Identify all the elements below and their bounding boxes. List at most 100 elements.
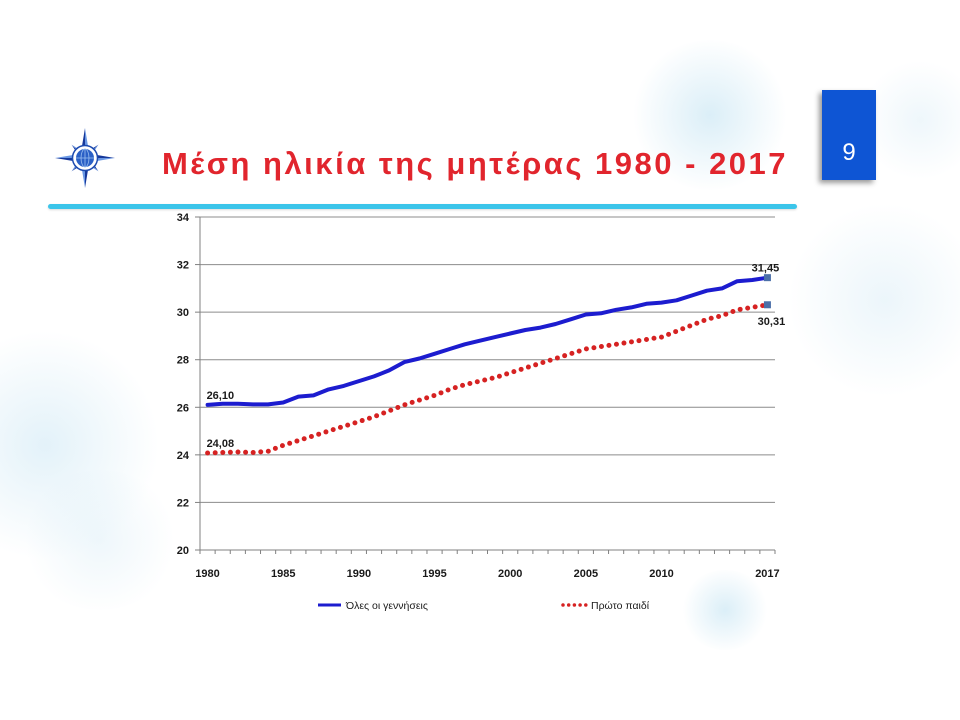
data-point <box>341 383 346 388</box>
data-label: 26,10 <box>207 390 235 402</box>
gridlines <box>200 216 775 503</box>
y-tick-label: 20 <box>177 545 189 557</box>
data-point <box>356 419 361 424</box>
data-point <box>750 278 755 283</box>
series-line <box>205 302 770 456</box>
data-point <box>644 301 649 306</box>
data-point <box>689 323 694 328</box>
data-point <box>220 401 225 406</box>
y-tick-label: 34 <box>177 212 190 224</box>
data-point <box>281 443 286 448</box>
data-point <box>523 366 528 371</box>
data-point <box>250 402 255 407</box>
data-point <box>553 356 558 361</box>
slide-title: Μέση ηλικία της μητέρας 1980 - 2017 <box>161 146 789 181</box>
data-point <box>266 402 271 407</box>
data-point <box>296 438 301 443</box>
series-line <box>205 275 770 407</box>
data-point <box>583 312 588 317</box>
data-labels: 26,10 24,08 31,45 30,31 <box>207 263 786 450</box>
data-point <box>493 335 498 340</box>
data-point <box>387 408 392 413</box>
data-point <box>553 322 558 327</box>
y-tick-label: 30 <box>177 307 189 319</box>
y-tick-label: 32 <box>177 260 189 272</box>
data-point <box>735 307 740 312</box>
data-point <box>235 450 240 455</box>
data-point <box>402 402 407 407</box>
data-point <box>568 351 573 356</box>
data-point <box>659 335 664 340</box>
legend: Όλες οι γεννήσεις Πρώτο παιδί <box>318 600 650 612</box>
data-point <box>387 368 392 373</box>
x-axis-labels: 1980 1985 1990 1995 2000 2005 2010 2017 <box>195 550 780 580</box>
title-divider <box>48 204 797 209</box>
data-point <box>735 279 740 284</box>
legend-item: Όλες οι γεννήσεις <box>318 600 428 612</box>
x-tick-label: 1980 <box>195 568 219 580</box>
data-point <box>629 339 634 344</box>
x-tick-label: 2000 <box>498 568 522 580</box>
data-point <box>447 387 452 392</box>
data-point <box>205 450 210 455</box>
data-point <box>659 300 664 305</box>
data-point <box>538 361 543 366</box>
end-marker <box>763 274 771 282</box>
data-point <box>417 356 422 361</box>
data-point <box>493 375 498 380</box>
data-point <box>250 450 255 455</box>
series-1 <box>205 274 771 407</box>
data-point <box>220 450 225 455</box>
data-point <box>432 393 437 398</box>
data-point <box>598 344 603 349</box>
data-point <box>311 433 316 438</box>
data-point <box>417 398 422 403</box>
data-point <box>568 317 573 322</box>
data-point <box>356 379 361 384</box>
data-point <box>432 351 437 356</box>
data-point <box>372 414 377 419</box>
data-point <box>235 401 240 406</box>
y-tick-label: 24 <box>177 450 190 462</box>
data-point <box>704 288 709 293</box>
data-point <box>720 313 725 318</box>
data-point <box>508 370 513 375</box>
data-point <box>674 329 679 334</box>
x-tick-label: 2005 <box>574 568 598 580</box>
x-tick-label: 2010 <box>649 568 673 580</box>
data-point <box>523 327 528 332</box>
data-point <box>477 379 482 384</box>
page-number-badge: 9 <box>822 90 876 180</box>
data-point <box>720 286 725 291</box>
data-label: 24,08 <box>207 438 235 450</box>
data-point <box>629 305 634 310</box>
x-tick-label: 1990 <box>347 568 371 580</box>
y-tick-label: 28 <box>177 355 189 367</box>
data-point <box>326 429 331 434</box>
data-label: 31,45 <box>752 263 780 275</box>
data-point <box>583 347 588 352</box>
data-point <box>402 360 407 365</box>
data-point <box>614 342 619 347</box>
page-number: 9 <box>842 139 856 166</box>
data-point <box>598 311 603 316</box>
data-point <box>326 387 331 392</box>
data-point <box>281 400 286 405</box>
data-point <box>372 374 377 379</box>
data-point <box>614 307 619 312</box>
data-point <box>296 394 301 399</box>
series-2 <box>205 301 771 456</box>
data-point <box>674 298 679 303</box>
data-point <box>704 317 709 322</box>
legend-item: Πρώτο παιδί <box>561 600 650 612</box>
y-tick-label: 26 <box>177 402 189 414</box>
y-axis-labels: 20 22 24 26 28 30 32 34 <box>177 212 200 557</box>
data-point <box>750 305 755 310</box>
y-tick-label: 22 <box>177 497 189 509</box>
data-point <box>311 393 316 398</box>
data-point <box>689 293 694 298</box>
compass-star-icon <box>53 126 117 190</box>
data-point <box>462 342 467 347</box>
